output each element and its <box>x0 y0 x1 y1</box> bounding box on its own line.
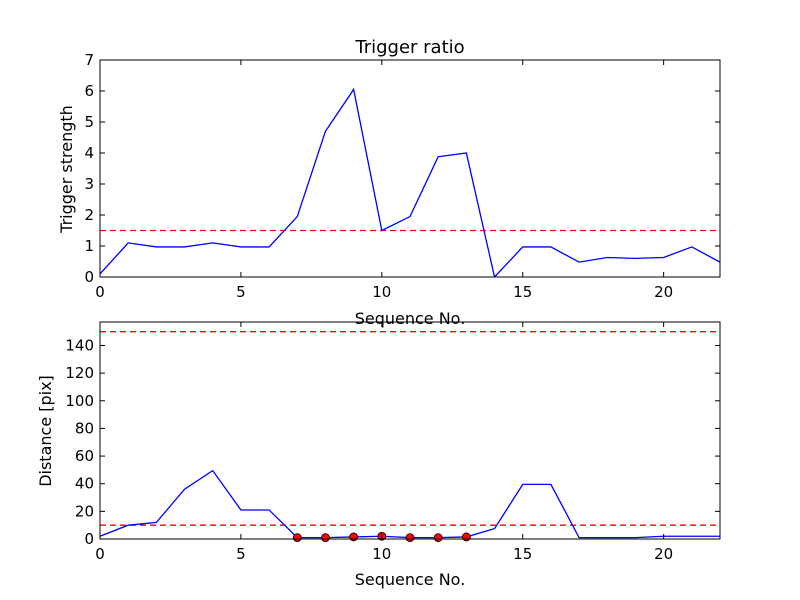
chart2-xtick-label-5: 5 <box>236 545 246 563</box>
chart1-ytick-label-4: 4 <box>84 144 94 162</box>
chart2-series-line-0 <box>100 469 720 539</box>
chart2-ytick-label-80: 80 <box>75 419 94 437</box>
chart2-xlabel: Sequence No. <box>355 570 466 589</box>
chart2-marker-4 <box>405 533 415 543</box>
chart1-plot: 0 5 10 15 20 0 1 2 3 4 5 6 7 <box>84 51 721 301</box>
chart2-xtick-label-20: 20 <box>654 545 673 563</box>
chart1-ytick-label-0: 0 <box>84 268 94 286</box>
chart2-ytick-label-60: 60 <box>75 447 94 465</box>
plot-layer: 0 5 10 15 20 0 1 2 3 4 5 6 7 0 5 10 15 20 0 20 40 60 80 100 120 1… <box>65 51 721 563</box>
chart2-marker-0 <box>292 533 302 543</box>
chart1-ytick-label-6: 6 <box>84 82 94 100</box>
chart1-xtick-label-10: 10 <box>372 283 391 301</box>
chart2-marker-1 <box>321 533 330 543</box>
chart2-xtick-label-15: 15 <box>513 545 532 563</box>
chart2-ytick-label-20: 20 <box>75 502 94 520</box>
chart1-xtick-label-0: 0 <box>95 283 105 301</box>
chart2-marker-2 <box>349 532 359 542</box>
chart2-ytick-label-0: 0 <box>84 530 94 548</box>
chart1-ytick-label-3: 3 <box>84 175 94 193</box>
chart1-ytick-label-1: 1 <box>84 237 94 255</box>
chart1-ylabel: Trigger strength <box>57 105 76 234</box>
chart2-marker-5 <box>433 533 443 543</box>
chart2-axes-frame <box>99 321 721 540</box>
chart1-title: Trigger ratio <box>354 37 464 58</box>
chart2-plot: 0 5 10 15 20 0 20 40 60 80 100 120 140 <box>65 321 721 563</box>
chart1-ytick-label-7: 7 <box>84 51 94 69</box>
chart2-xtick-label-10: 10 <box>372 545 391 563</box>
chart2-ylabel: Distance [pix] <box>36 375 55 487</box>
chart2-marker-6 <box>461 532 471 542</box>
chart1-xtick-label-15: 15 <box>513 283 532 301</box>
chart1-xtick-label-20: 20 <box>654 283 673 301</box>
chart2-xtick-label-0: 0 <box>95 545 105 563</box>
chart1-ytick-label-2: 2 <box>84 206 94 224</box>
chart1-xlabel: Sequence No. <box>355 309 466 328</box>
chart1-axes-frame <box>99 59 721 278</box>
chart2-ytick-label-100: 100 <box>65 392 94 410</box>
chart2-ytick-label-140: 140 <box>65 336 94 354</box>
chart1-xtick-label-5: 5 <box>236 283 246 301</box>
chart1-ytick-label-5: 5 <box>84 113 94 131</box>
chart1-series-line-0 <box>100 87 720 277</box>
chart2-ytick-label-40: 40 <box>75 475 94 493</box>
chart2-ytick-label-120: 120 <box>65 364 94 382</box>
